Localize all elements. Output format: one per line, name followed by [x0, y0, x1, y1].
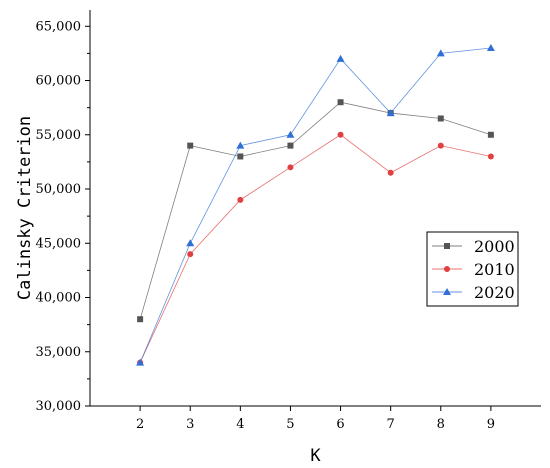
data-point [187, 142, 194, 149]
data-point [437, 115, 444, 122]
data-point [436, 49, 445, 57]
x-ticks: 2 3 4 5 6 7 8 9 [136, 406, 495, 432]
x-tick-label: 9 [487, 417, 495, 432]
legend-item-2000: 2000 [432, 237, 515, 256]
data-point [386, 109, 395, 117]
data-point [286, 130, 295, 138]
legend-item-2010: 2010 [432, 260, 515, 279]
legend-item-2020: 2020 [432, 283, 515, 302]
axes [89, 10, 541, 407]
legend-label: 2000 [474, 237, 515, 256]
x-tick-label: 2 [136, 417, 144, 432]
y-ticks: 30,000 35,000 40,000 45,000 50,000 55,000 60,0… [36, 19, 90, 414]
data-point [287, 164, 294, 171]
y-tick-label: 65,000 [36, 19, 82, 34]
data-point [237, 196, 244, 203]
series-layer [136, 43, 495, 366]
x-axis-title: K [310, 446, 321, 466]
series-2000 [137, 99, 494, 323]
data-point [186, 239, 195, 247]
data-point [337, 99, 344, 106]
y-axis-title: Calinsky Criterion [15, 116, 35, 300]
y-tick-label: 45,000 [36, 236, 82, 251]
y-tick-label: 60,000 [36, 74, 82, 89]
y-tick-label: 40,000 [36, 291, 82, 306]
legend: 2000 2010 2020 [426, 231, 519, 307]
legend-marker [444, 243, 450, 249]
x-tick-label: 8 [437, 417, 445, 432]
y-tick-label: 50,000 [36, 182, 82, 197]
data-point [487, 131, 494, 138]
series-2010 [137, 131, 494, 366]
legend-label: 2010 [474, 260, 515, 279]
data-point [236, 141, 245, 149]
y-tick-label: 35,000 [36, 345, 82, 360]
legend-label: 2020 [474, 283, 515, 302]
x-tick-label: 7 [387, 417, 395, 432]
series-line [139, 101, 492, 320]
x-tick-label: 3 [186, 417, 194, 432]
x-tick-label: 5 [286, 417, 294, 432]
data-point [287, 142, 294, 149]
y-tick-label: 55,000 [36, 128, 82, 143]
legend-marker [444, 266, 450, 272]
series-line [139, 134, 491, 363]
data-point [137, 316, 144, 323]
series-line [139, 47, 491, 363]
data-point [437, 142, 444, 149]
data-point [486, 43, 495, 51]
data-point [336, 54, 345, 62]
data-point [487, 153, 494, 160]
data-point [337, 131, 344, 138]
y-tick-label: 30,000 [36, 399, 82, 414]
data-point [136, 358, 145, 366]
series-2020 [136, 43, 495, 366]
x-tick-label: 6 [336, 417, 344, 432]
legend-marker [443, 288, 451, 295]
data-point [387, 169, 394, 176]
data-point [187, 251, 194, 258]
x-tick-label: 4 [236, 417, 244, 432]
data-point [237, 153, 244, 160]
